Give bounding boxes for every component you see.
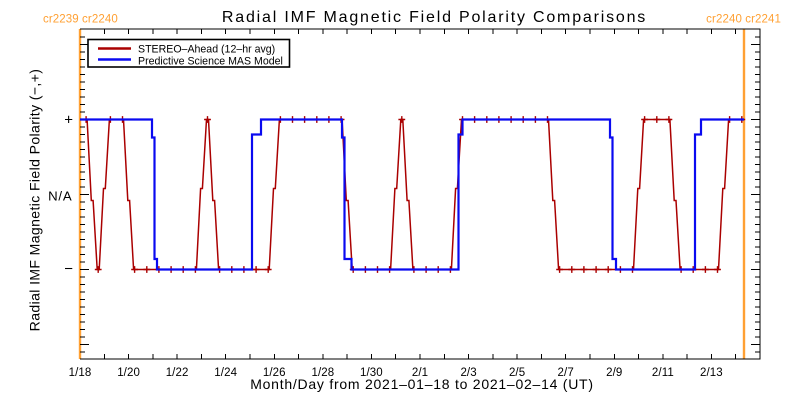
svg-text:STEREO–Ahead (12–hr avg): STEREO–Ahead (12–hr avg) (138, 43, 275, 55)
svg-text:cr2240 cr2241: cr2240 cr2241 (706, 14, 781, 26)
svg-text:−: − (64, 261, 73, 278)
svg-text:1/24: 1/24 (214, 367, 237, 379)
svg-text:2/11: 2/11 (652, 367, 674, 379)
svg-text:2/5: 2/5 (509, 367, 525, 379)
svg-text:1/18: 1/18 (69, 367, 92, 379)
svg-text:1/28: 1/28 (312, 367, 335, 379)
svg-text:+: + (64, 111, 73, 128)
svg-text:1/26: 1/26 (263, 367, 286, 379)
svg-text:1/20: 1/20 (117, 367, 140, 379)
svg-text:Predictive Science MAS Model: Predictive Science MAS Model (138, 55, 283, 67)
svg-text:Month/Day from 2021–01–18 to 2: Month/Day from 2021–01–18 to 2021–02–14 … (250, 376, 594, 392)
svg-text:2/3: 2/3 (460, 367, 476, 379)
svg-text:1/22: 1/22 (166, 367, 189, 379)
svg-text:2/1: 2/1 (412, 367, 428, 379)
svg-text:1/30: 1/30 (360, 367, 383, 379)
svg-text:Radial IMF Magnetic Field Pola: Radial IMF Magnetic Field Polarity (−,+) (27, 69, 43, 332)
svg-text:2/13: 2/13 (700, 367, 723, 379)
svg-text:2/7: 2/7 (558, 367, 574, 379)
svg-text:Radial IMF Magnetic Field Pola: Radial IMF Magnetic Field Polarity Compa… (222, 9, 647, 26)
svg-text:N/A: N/A (48, 188, 72, 203)
svg-text:cr2239 cr2240: cr2239 cr2240 (43, 14, 118, 26)
svg-text:2/9: 2/9 (606, 367, 622, 379)
